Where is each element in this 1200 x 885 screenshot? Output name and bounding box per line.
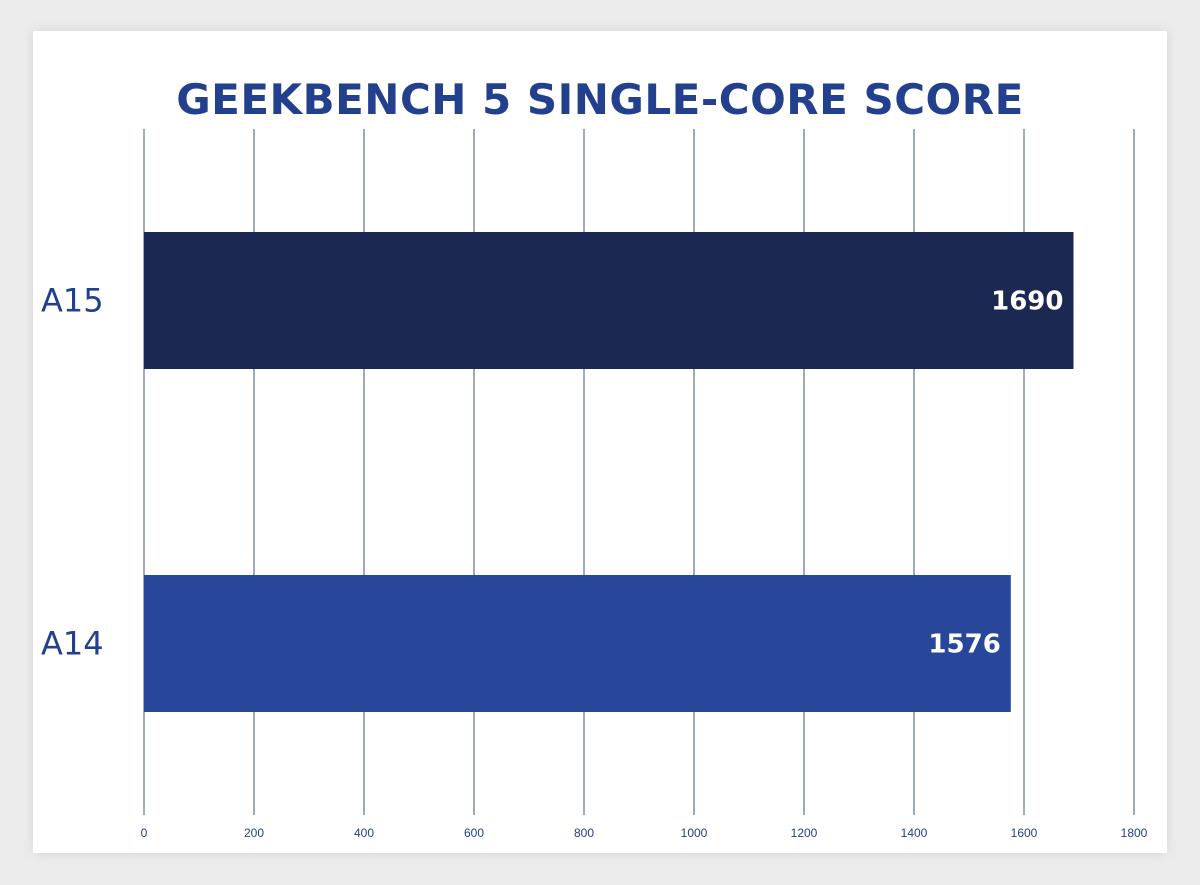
bar-chart: 0 200 400 600 800 1000 1200 1400 1600 1800 1690 A15…	[41, 129, 1148, 840]
bar	[144, 232, 1074, 369]
x-tick-label: 1200	[791, 826, 818, 840]
chart-title: GEEKBENCH 5 SINGLE-CORE SCORE	[176, 75, 1024, 124]
x-tick-label: 200	[244, 826, 264, 840]
x-tick-label: 600	[464, 826, 484, 840]
x-tick-label: 1800	[1121, 826, 1148, 840]
x-tick-label: 400	[354, 826, 374, 840]
category-label: A14	[41, 625, 104, 663]
x-tick-label: 800	[574, 826, 594, 840]
chart-card: GEEKBENCH 5 SINGLE-CORE SCORE 0 200 400 600…	[33, 31, 1167, 853]
bar	[144, 575, 1011, 712]
x-tick-label: 1600	[1011, 826, 1038, 840]
x-tick-label: 1400	[901, 826, 928, 840]
data-label: 1576	[928, 630, 1000, 660]
x-tick-label: 1000	[681, 826, 708, 840]
x-tick-label: 0	[141, 826, 148, 840]
category-label: A15	[41, 282, 104, 320]
data-label: 1690	[991, 287, 1063, 317]
